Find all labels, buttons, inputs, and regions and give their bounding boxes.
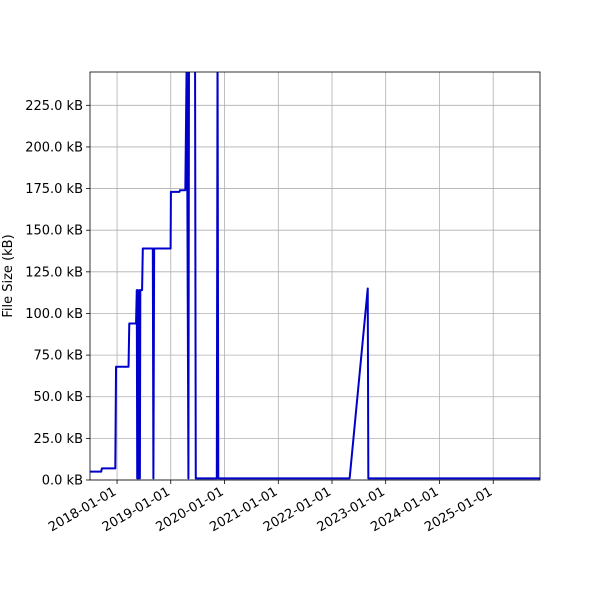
series-layer: [90, 72, 540, 480]
y-axis: 0.0 kB 25.0 kB 50.0 kB 75.0 kB 100.0 kB 125.0…: [25, 99, 90, 489]
y-tick-label: 50.0 kB: [33, 390, 83, 405]
y-tick-label: 200.0 kB: [25, 140, 83, 155]
y-tick-label: 0.0 kB: [42, 474, 83, 489]
y-tick-label: 125.0 kB: [25, 265, 83, 280]
x-axis: 2018-01-012019-01-012020-01-012021-01-01…: [46, 480, 495, 535]
y-tick-label: 225.0 kB: [25, 99, 83, 114]
plot-frame: [89, 71, 541, 481]
y-tick-label: 175.0 kB: [25, 182, 83, 197]
y-tick-label: 75.0 kB: [33, 349, 83, 364]
grid-layer: [90, 72, 540, 481]
y-tick-label: 150.0 kB: [25, 224, 83, 239]
y-tick-label: 25.0 kB: [33, 432, 83, 447]
y-axis-label: File Size (kB): [1, 234, 16, 317]
series-line: [90, 72, 540, 480]
y-tick-label: 100.0 kB: [25, 307, 83, 322]
